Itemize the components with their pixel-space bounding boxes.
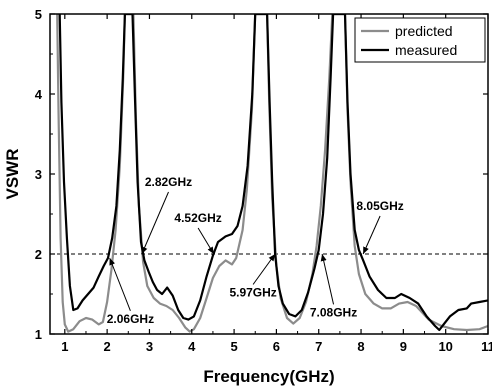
x-tick-label: 2 [104,339,111,354]
x-tick-label: 11 [481,339,492,354]
x-tick-label: 5 [230,339,237,354]
y-tick-label: 2 [35,247,42,262]
series-line-predicted [56,14,488,333]
x-tick-label: 1 [61,339,68,354]
legend-label-predicted: predicted [395,23,453,39]
y-tick-label: 4 [35,87,43,102]
series-layer [56,14,488,333]
annotation-layer: 2.06GHz 2.82GHz 4.52GHz 5.97GHz 7.08GHz 8.05G… [107,175,404,326]
annotation-arrow [109,257,131,311]
series-line-measured [58,14,488,332]
annotation-arrow [320,253,335,305]
x-tick-label: 6 [273,339,280,354]
y-axis-title: VSWR [3,149,22,200]
x-tick-label: 3 [146,339,153,354]
y-tick-label: 3 [35,167,42,182]
x-axis-title: Frequency(GHz) [203,367,334,386]
annotation-arrow [362,215,381,255]
annotation-label: 2.82GHz [145,175,192,189]
annotation-label: 2.06GHz [107,312,154,326]
legend-label-measured: measured [395,42,457,58]
annotation-label: 8.05GHz [356,199,403,213]
x-tick-label: 4 [188,339,196,354]
x-tick-label: 9 [400,339,407,354]
annotation-arrow [252,253,276,285]
x-tick-label: 8 [357,339,364,354]
annotation-arrow [197,227,215,255]
annotation-arrow [141,191,169,255]
legend-box [354,17,486,63]
annotation-label: 5.97GHz [229,285,276,299]
annotation-label: 7.08GHz [310,305,357,319]
y-tick-label: 1 [35,327,42,342]
x-tick-label: 7 [315,339,322,354]
x-tick-label: 10 [438,339,452,354]
annotation-label: 4.52GHz [174,211,221,225]
y-tick-label: 5 [35,7,42,22]
legend: predicted measured [354,17,486,63]
